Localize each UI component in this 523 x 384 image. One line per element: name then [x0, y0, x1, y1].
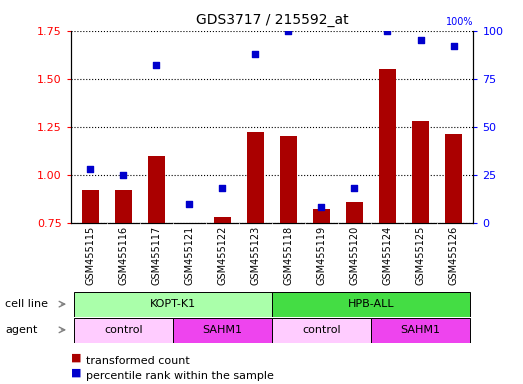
Point [449, 43, 458, 49]
Text: 100%: 100% [446, 17, 473, 27]
Text: KOPT-K1: KOPT-K1 [150, 299, 196, 310]
Point [185, 200, 194, 207]
Text: GSM455124: GSM455124 [382, 226, 392, 285]
Bar [371, 318, 470, 343]
Text: ■: ■ [71, 352, 81, 362]
Bar [445, 134, 462, 223]
Text: GSM455117: GSM455117 [152, 226, 162, 285]
Point [119, 172, 128, 178]
Point [152, 62, 161, 68]
Bar [82, 190, 99, 223]
Text: GSM455125: GSM455125 [415, 226, 426, 285]
Text: SAHM1: SAHM1 [401, 325, 440, 335]
Bar [148, 156, 165, 223]
Text: control: control [104, 325, 143, 335]
Bar [313, 209, 329, 223]
Text: GSM455121: GSM455121 [185, 226, 195, 285]
Text: SAHM1: SAHM1 [202, 325, 243, 335]
Text: HPB-ALL: HPB-ALL [348, 299, 394, 310]
Text: agent: agent [5, 325, 38, 335]
Bar [280, 136, 297, 223]
Bar [247, 132, 264, 223]
Text: GSM455116: GSM455116 [118, 226, 129, 285]
Bar [272, 292, 470, 317]
Point [416, 37, 425, 43]
Bar [272, 318, 371, 343]
Text: GSM455120: GSM455120 [349, 226, 359, 285]
Text: cell line: cell line [5, 299, 48, 309]
Point [383, 28, 392, 34]
Title: GDS3717 / 215592_at: GDS3717 / 215592_at [196, 13, 348, 27]
Text: percentile rank within the sample: percentile rank within the sample [86, 371, 274, 381]
Point [317, 204, 326, 210]
Bar [115, 190, 132, 223]
Bar [214, 217, 231, 223]
Point [218, 185, 226, 191]
Point [86, 166, 95, 172]
Point [350, 185, 359, 191]
Bar [412, 121, 429, 223]
Point [251, 51, 259, 57]
Bar [74, 318, 173, 343]
Text: GSM455118: GSM455118 [283, 226, 293, 285]
Text: GSM455123: GSM455123 [251, 226, 260, 285]
Bar [346, 202, 363, 223]
Text: ■: ■ [71, 367, 81, 377]
Bar [379, 69, 396, 223]
Text: GSM455115: GSM455115 [85, 226, 95, 285]
Bar [173, 318, 272, 343]
Text: GSM455122: GSM455122 [218, 226, 228, 285]
Text: transformed count: transformed count [86, 356, 190, 366]
Text: control: control [302, 325, 341, 335]
Bar [74, 292, 272, 317]
Point [285, 28, 293, 34]
Text: GSM455119: GSM455119 [316, 226, 326, 285]
Text: GSM455126: GSM455126 [449, 226, 459, 285]
